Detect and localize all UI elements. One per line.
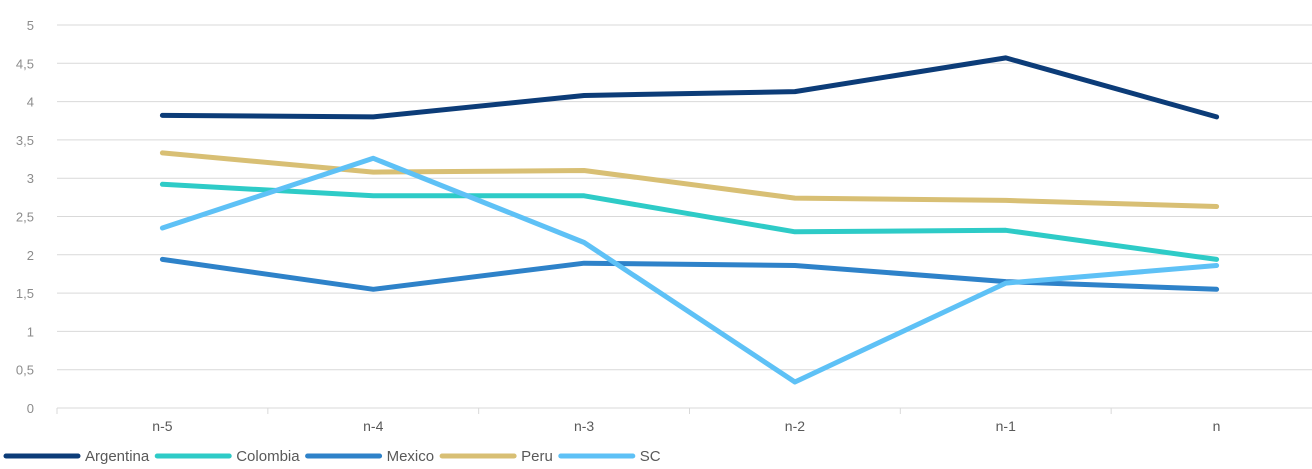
legend-label: Peru — [521, 448, 553, 464]
x-tick-label: n — [1213, 418, 1221, 434]
legend-label: Colombia — [236, 448, 300, 464]
y-tick-label: 4 — [27, 95, 34, 110]
series-line-peru — [159, 150, 1220, 209]
y-tick-label: 3 — [27, 171, 34, 186]
y-tick-label: 0,5 — [16, 363, 34, 378]
y-axis-ticks: 0 0,5 1 1,5 2 2,5 3 3,5 4 4,5 5 — [16, 18, 34, 416]
y-tick-label: 1,5 — [16, 286, 34, 301]
y-tick-label: 2,5 — [16, 210, 34, 225]
y-tick-label: 0 — [27, 401, 34, 416]
series-line-colombia — [159, 181, 1220, 262]
legend: Argentina Colombia Mexico Peru SC — [3, 448, 661, 465]
series-line-mexico — [159, 256, 1220, 292]
x-tick-label: n-4 — [363, 418, 383, 434]
y-tick-label: 4,5 — [16, 56, 34, 71]
x-tick-label: n-3 — [574, 418, 594, 434]
x-axis — [56, 407, 1312, 414]
y-tick-label: 5 — [27, 18, 34, 33]
y-tick-label: 1 — [27, 324, 34, 339]
y-tick-label: 2 — [27, 248, 34, 263]
legend-label: Argentina — [85, 448, 150, 464]
x-tick-label: n-2 — [785, 418, 805, 434]
series-line-argentina — [159, 55, 1220, 120]
legend-label: Mexico — [387, 448, 435, 464]
series-line-sc — [159, 155, 1220, 385]
x-axis-ticks: n-5 n-4 n-3 n-2 n-1 n — [152, 418, 1220, 434]
legend-label: SC — [640, 448, 661, 464]
x-tick-label: n-1 — [996, 418, 1016, 434]
series-lines — [159, 55, 1220, 385]
x-tick-label: n-5 — [152, 418, 172, 434]
y-tick-label: 3,5 — [16, 133, 34, 148]
gridlines — [57, 24, 1312, 371]
